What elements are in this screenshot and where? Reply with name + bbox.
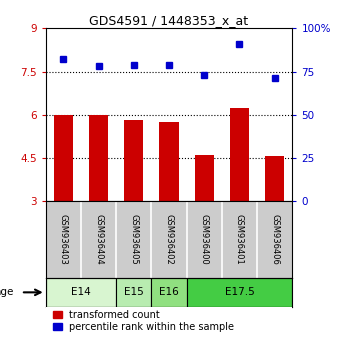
Bar	[195, 155, 214, 201]
Text: GSM936403: GSM936403	[59, 214, 68, 265]
Text: GSM936402: GSM936402	[165, 214, 173, 265]
Bar	[46, 278, 116, 307]
Text: GSM936406: GSM936406	[270, 214, 279, 265]
Bar	[116, 278, 151, 307]
Text: E16: E16	[159, 287, 179, 297]
Text: GSM936401: GSM936401	[235, 214, 244, 265]
Bar	[230, 108, 249, 201]
Text: E17.5: E17.5	[225, 287, 255, 297]
Legend: transformed count, percentile rank within the sample: transformed count, percentile rank withi…	[53, 310, 235, 332]
Bar	[89, 115, 108, 201]
Bar	[124, 120, 143, 201]
Text: GSM936400: GSM936400	[200, 214, 209, 265]
Bar	[53, 115, 73, 201]
Text: GSM936404: GSM936404	[94, 214, 103, 265]
Text: GSM936405: GSM936405	[129, 214, 138, 265]
Text: E14: E14	[71, 287, 91, 297]
Bar	[265, 156, 285, 201]
Text: E15: E15	[124, 287, 144, 297]
Bar	[151, 278, 187, 307]
Title: GDS4591 / 1448353_x_at: GDS4591 / 1448353_x_at	[90, 14, 248, 27]
Bar	[187, 278, 292, 307]
Bar	[159, 122, 179, 201]
Text: age: age	[0, 287, 14, 297]
